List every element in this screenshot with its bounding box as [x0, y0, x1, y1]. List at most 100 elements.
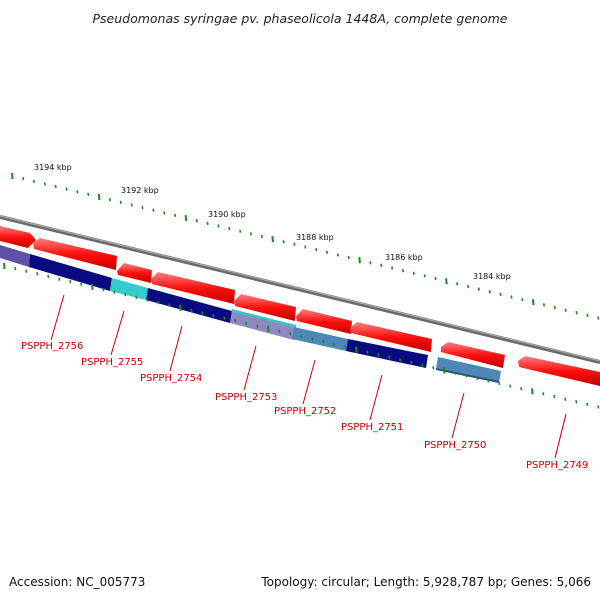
- gene-block: [232, 309, 296, 328]
- minor-tick: [454, 371, 457, 375]
- outer-tick-track: 3194 kbp 3192 kbp 3190 kbp 3188 kbp 3186…: [11, 163, 600, 320]
- minor-tick: [423, 274, 426, 278]
- minor-tick: [206, 221, 209, 225]
- minor-tick: [553, 305, 556, 310]
- minor-tick: [488, 290, 491, 294]
- major-tick: [531, 299, 535, 306]
- minor-tick: [564, 397, 567, 401]
- minor-tick: [278, 329, 281, 333]
- gene-label: PSPPH_2753: [215, 392, 277, 403]
- minor-tick: [586, 402, 589, 407]
- gene-block: [436, 368, 499, 383]
- minor-tick: [152, 208, 155, 212]
- gene-arrow-forward: [441, 342, 505, 368]
- minor-tick: [146, 298, 149, 302]
- minor-tick: [256, 324, 259, 328]
- minor-tick: [369, 261, 372, 265]
- gene-arrow-forward: [350, 322, 432, 352]
- minor-tick: [223, 316, 226, 320]
- minor-tick: [141, 205, 144, 210]
- leader-line: [451, 392, 465, 439]
- minor-tick: [249, 232, 253, 236]
- minor-tick: [325, 250, 329, 254]
- minor-tick: [119, 200, 122, 204]
- minor-tick: [388, 355, 391, 360]
- minor-tick: [300, 334, 303, 339]
- genome-backbone: [0, 215, 600, 364]
- gene-arrow-forward: [33, 238, 117, 270]
- minor-tick: [380, 263, 383, 268]
- minor-tick: [432, 366, 435, 370]
- minor-tick: [14, 266, 17, 271]
- minor-tick: [65, 187, 68, 191]
- leader-line: [554, 413, 567, 459]
- major-tick: [443, 367, 446, 374]
- minor-tick: [69, 280, 72, 284]
- minor-tick: [520, 387, 523, 391]
- inner-ticks: [3, 262, 600, 409]
- major-tick: [531, 388, 534, 395]
- minor-tick: [336, 253, 339, 257]
- minor-tick: [509, 384, 512, 388]
- major-tick: [445, 278, 448, 285]
- gene-arrow-forward: [0, 226, 36, 248]
- accession-text: Accession: NC_005773: [9, 575, 145, 589]
- minor-tick: [304, 245, 307, 249]
- minor-tick: [36, 272, 39, 276]
- major-tick: [267, 325, 270, 332]
- map-title: Pseudomonas syringae pv. phaseolicola 14…: [92, 11, 507, 26]
- major-tick: [271, 236, 274, 243]
- minor-tick: [476, 376, 479, 380]
- leader-line: [50, 294, 65, 341]
- gene-label: PSPPH_2750: [424, 440, 486, 451]
- gene-label: PSPPH_2749: [526, 460, 588, 471]
- minor-tick: [366, 350, 369, 354]
- minor-tick: [401, 269, 405, 273]
- minor-tick: [421, 363, 424, 367]
- minor-tick: [412, 271, 415, 275]
- gene-label: PSPPH_2751: [341, 422, 403, 433]
- minor-tick: [289, 332, 292, 336]
- outer-ticks: [11, 172, 600, 320]
- minor-tick: [477, 287, 480, 291]
- minor-tick: [54, 184, 57, 189]
- minor-tick: [333, 342, 336, 346]
- gene-arrow-forward: [234, 294, 296, 321]
- minor-tick: [124, 293, 127, 297]
- minor-tick: [521, 297, 524, 302]
- scale-label-3194: 3194 kbp: [34, 163, 72, 172]
- minor-tick: [391, 266, 394, 270]
- minor-tick: [487, 379, 490, 383]
- leader-line: [243, 345, 257, 391]
- minor-tick: [344, 345, 347, 349]
- gene-block: [110, 278, 148, 300]
- minor-tick: [32, 179, 36, 183]
- reverse-strand-genes: [0, 245, 501, 383]
- scale-label-3190: 3190 kbp: [208, 210, 246, 219]
- minor-tick: [130, 203, 133, 207]
- minor-tick: [87, 192, 90, 197]
- gene-label: PSPPH_2754: [140, 373, 202, 384]
- minor-tick: [564, 308, 567, 312]
- minor-tick: [456, 282, 459, 286]
- minor-tick: [195, 219, 198, 223]
- minor-tick: [498, 381, 501, 386]
- minor-tick: [201, 311, 204, 315]
- minor-tick: [553, 394, 556, 399]
- minor-tick: [410, 360, 413, 365]
- minor-tick: [315, 247, 318, 252]
- gene-arrow-forward: [296, 309, 352, 334]
- minor-tick: [157, 300, 160, 305]
- minor-tick: [597, 316, 600, 320]
- minor-tick: [174, 213, 177, 218]
- forward-strand-genes: [0, 226, 600, 386]
- scale-label-3186: 3186 kbp: [385, 253, 423, 262]
- minor-tick: [311, 337, 314, 341]
- minor-tick: [293, 242, 296, 247]
- gene-block: [146, 288, 232, 323]
- major-tick: [11, 172, 14, 180]
- major-tick: [179, 304, 182, 311]
- minor-tick: [575, 311, 578, 315]
- minor-tick: [260, 234, 263, 239]
